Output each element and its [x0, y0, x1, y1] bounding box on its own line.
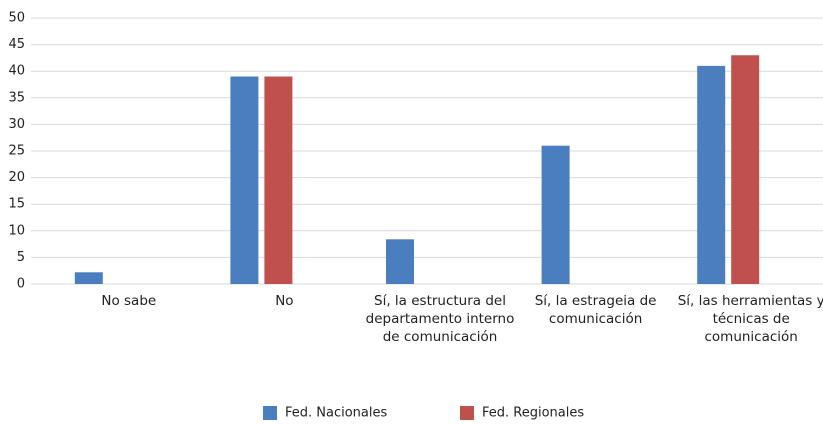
x-tick-label-box: Sí, las herramientas y técnicas de comun… [677, 293, 823, 345]
y-tick-label: 50 [8, 11, 25, 26]
bar [74, 272, 103, 284]
bar [541, 145, 570, 284]
bar [731, 55, 760, 284]
bar [230, 76, 259, 285]
y-tick-label: 20 [8, 170, 25, 185]
legend-swatch [460, 406, 474, 420]
x-tick-label: No sabe [101, 293, 157, 309]
legend-label: Fed. Nacionales [285, 406, 388, 421]
y-tick-label: 30 [8, 117, 25, 132]
bar [386, 239, 414, 284]
legend-swatch [263, 406, 277, 420]
x-tick-label-box: No sabe [101, 293, 157, 309]
x-tick-label: No [275, 293, 294, 309]
y-tick-label: 45 [8, 37, 25, 52]
x-tick-label-box: No [275, 293, 294, 309]
y-tick-label: 35 [8, 90, 25, 105]
y-tick-label: 40 [8, 64, 25, 79]
x-tick-label: Sí, las herramientas y técnicas de comun… [677, 293, 823, 345]
x-tick-label-box: Sí, la estrageia de comunicación [534, 293, 657, 327]
x-tick-label-box: Sí, la estructura del departamento inter… [365, 293, 515, 345]
legend-label: Fed. Regionales [482, 406, 584, 421]
bar [697, 65, 726, 284]
x-tick-label: Sí, la estructura del departamento inter… [365, 293, 515, 345]
bar [264, 76, 293, 285]
y-tick-label: 25 [8, 144, 25, 159]
y-tick-label: 5 [17, 250, 25, 265]
y-tick-label: 15 [8, 197, 25, 212]
y-tick-label: 10 [8, 223, 25, 238]
y-tick-label: 0 [17, 277, 25, 292]
x-tick-label: Sí, la estrageia de comunicación [534, 293, 657, 327]
